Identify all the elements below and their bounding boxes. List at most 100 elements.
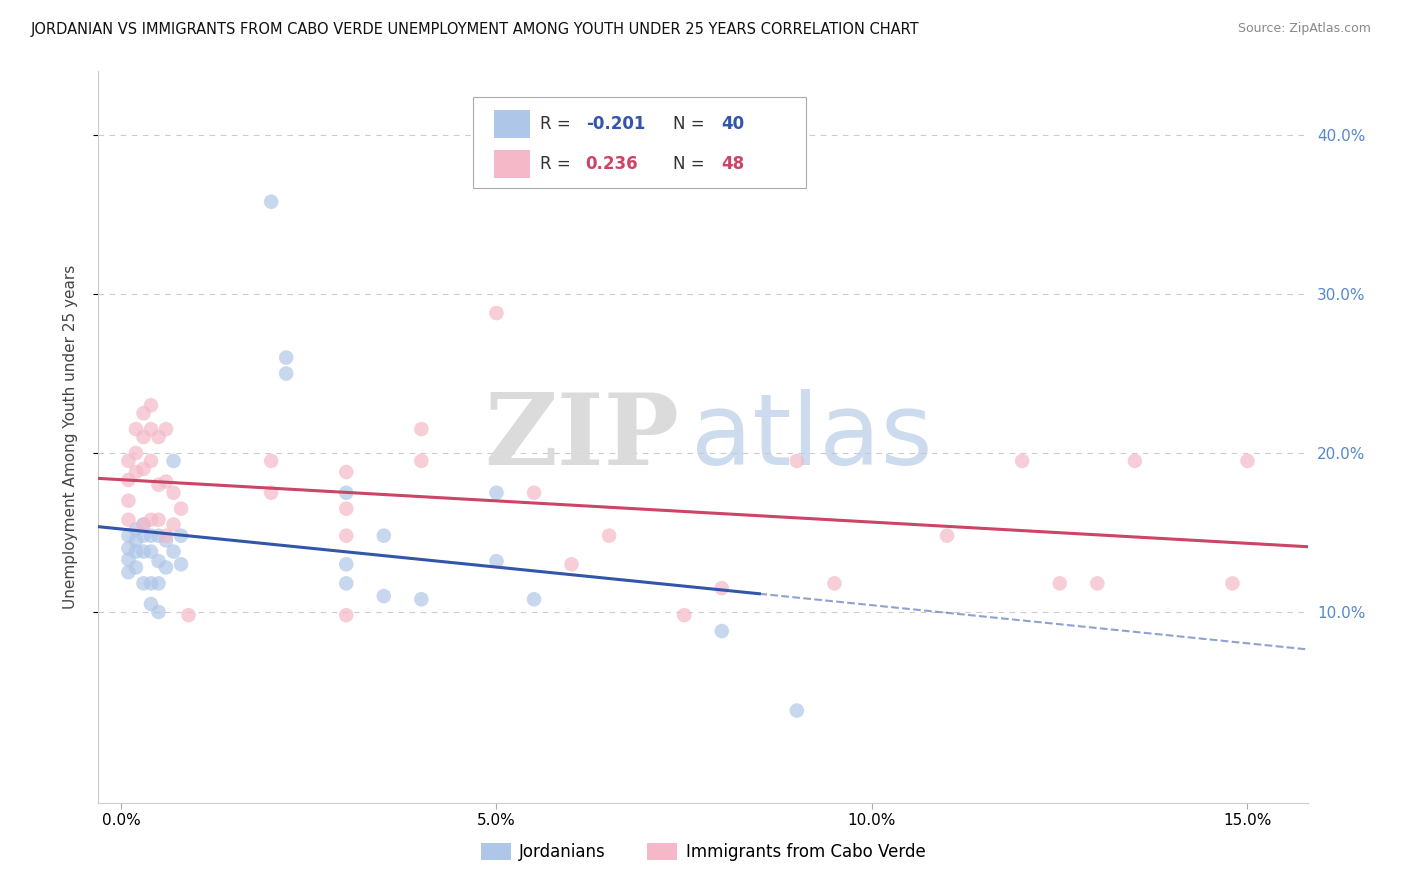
Point <box>485 306 508 320</box>
Point <box>710 581 733 595</box>
Text: ZIP: ZIP <box>484 389 679 485</box>
Point <box>132 406 155 420</box>
Point <box>148 477 170 491</box>
Point <box>125 560 148 574</box>
Point <box>117 454 139 468</box>
Point <box>148 576 170 591</box>
Point <box>523 485 546 500</box>
Point <box>823 576 845 591</box>
Point <box>1011 454 1033 468</box>
Point <box>117 566 139 580</box>
Point <box>177 608 200 623</box>
Point <box>373 529 395 543</box>
FancyBboxPatch shape <box>494 150 530 178</box>
Point <box>117 541 139 556</box>
Text: R =: R = <box>540 154 581 173</box>
Point <box>148 605 170 619</box>
Point <box>155 533 177 548</box>
Point <box>132 430 155 444</box>
Point <box>155 422 177 436</box>
Point <box>117 493 139 508</box>
Text: 40: 40 <box>721 115 744 133</box>
Point <box>125 522 148 536</box>
Point <box>132 529 155 543</box>
Point <box>1085 576 1108 591</box>
Point <box>673 608 696 623</box>
Point <box>155 560 177 574</box>
Point <box>561 558 583 572</box>
FancyBboxPatch shape <box>474 97 806 188</box>
Point <box>117 529 139 543</box>
Point <box>485 485 508 500</box>
Point <box>411 454 433 468</box>
Point <box>162 485 184 500</box>
Point <box>335 558 357 572</box>
Point <box>132 517 155 532</box>
Text: N =: N = <box>672 115 710 133</box>
Point <box>936 529 959 543</box>
Point <box>170 558 193 572</box>
Point <box>117 473 139 487</box>
Point <box>260 485 283 500</box>
Point <box>139 422 162 436</box>
Point <box>373 589 395 603</box>
Point <box>260 194 283 209</box>
Point <box>125 446 148 460</box>
Point <box>132 517 155 532</box>
Point <box>485 554 508 568</box>
Point <box>170 501 193 516</box>
Point <box>523 592 546 607</box>
Point <box>125 465 148 479</box>
Legend: Jordanians, Immigrants from Cabo Verde: Jordanians, Immigrants from Cabo Verde <box>474 836 932 868</box>
Point <box>139 398 162 412</box>
Point <box>411 422 433 436</box>
Point <box>139 454 162 468</box>
FancyBboxPatch shape <box>494 111 530 138</box>
Point <box>260 454 283 468</box>
Point <box>148 513 170 527</box>
Point <box>139 597 162 611</box>
Point <box>786 454 808 468</box>
Point <box>132 462 155 476</box>
Point <box>139 576 162 591</box>
Point <box>125 422 148 436</box>
Point <box>132 576 155 591</box>
Point <box>162 454 184 468</box>
Point <box>335 529 357 543</box>
Point <box>132 544 155 558</box>
Point <box>125 533 148 548</box>
Point <box>148 554 170 568</box>
Point <box>335 501 357 516</box>
Point <box>117 513 139 527</box>
Text: atlas: atlas <box>690 389 932 485</box>
Point <box>276 351 298 365</box>
Point <box>155 529 177 543</box>
Point <box>710 624 733 638</box>
Point <box>170 529 193 543</box>
Point <box>1222 576 1244 591</box>
Text: Source: ZipAtlas.com: Source: ZipAtlas.com <box>1237 22 1371 36</box>
Point <box>335 485 357 500</box>
Point <box>148 529 170 543</box>
Y-axis label: Unemployment Among Youth under 25 years: Unemployment Among Youth under 25 years <box>63 265 77 609</box>
Point <box>148 430 170 444</box>
Point <box>276 367 298 381</box>
Text: 48: 48 <box>721 154 744 173</box>
Point <box>162 544 184 558</box>
Point <box>1049 576 1071 591</box>
Point <box>786 704 808 718</box>
Text: R =: R = <box>540 115 576 133</box>
Point <box>335 576 357 591</box>
Text: N =: N = <box>672 154 710 173</box>
Point <box>335 465 357 479</box>
Point <box>598 529 620 543</box>
Point <box>162 517 184 532</box>
Point <box>411 592 433 607</box>
Point <box>125 544 148 558</box>
Point <box>139 513 162 527</box>
Text: JORDANIAN VS IMMIGRANTS FROM CABO VERDE UNEMPLOYMENT AMONG YOUTH UNDER 25 YEARS : JORDANIAN VS IMMIGRANTS FROM CABO VERDE … <box>31 22 920 37</box>
Text: 0.236: 0.236 <box>586 154 638 173</box>
Text: -0.201: -0.201 <box>586 115 645 133</box>
Point <box>335 608 357 623</box>
Point <box>117 552 139 566</box>
